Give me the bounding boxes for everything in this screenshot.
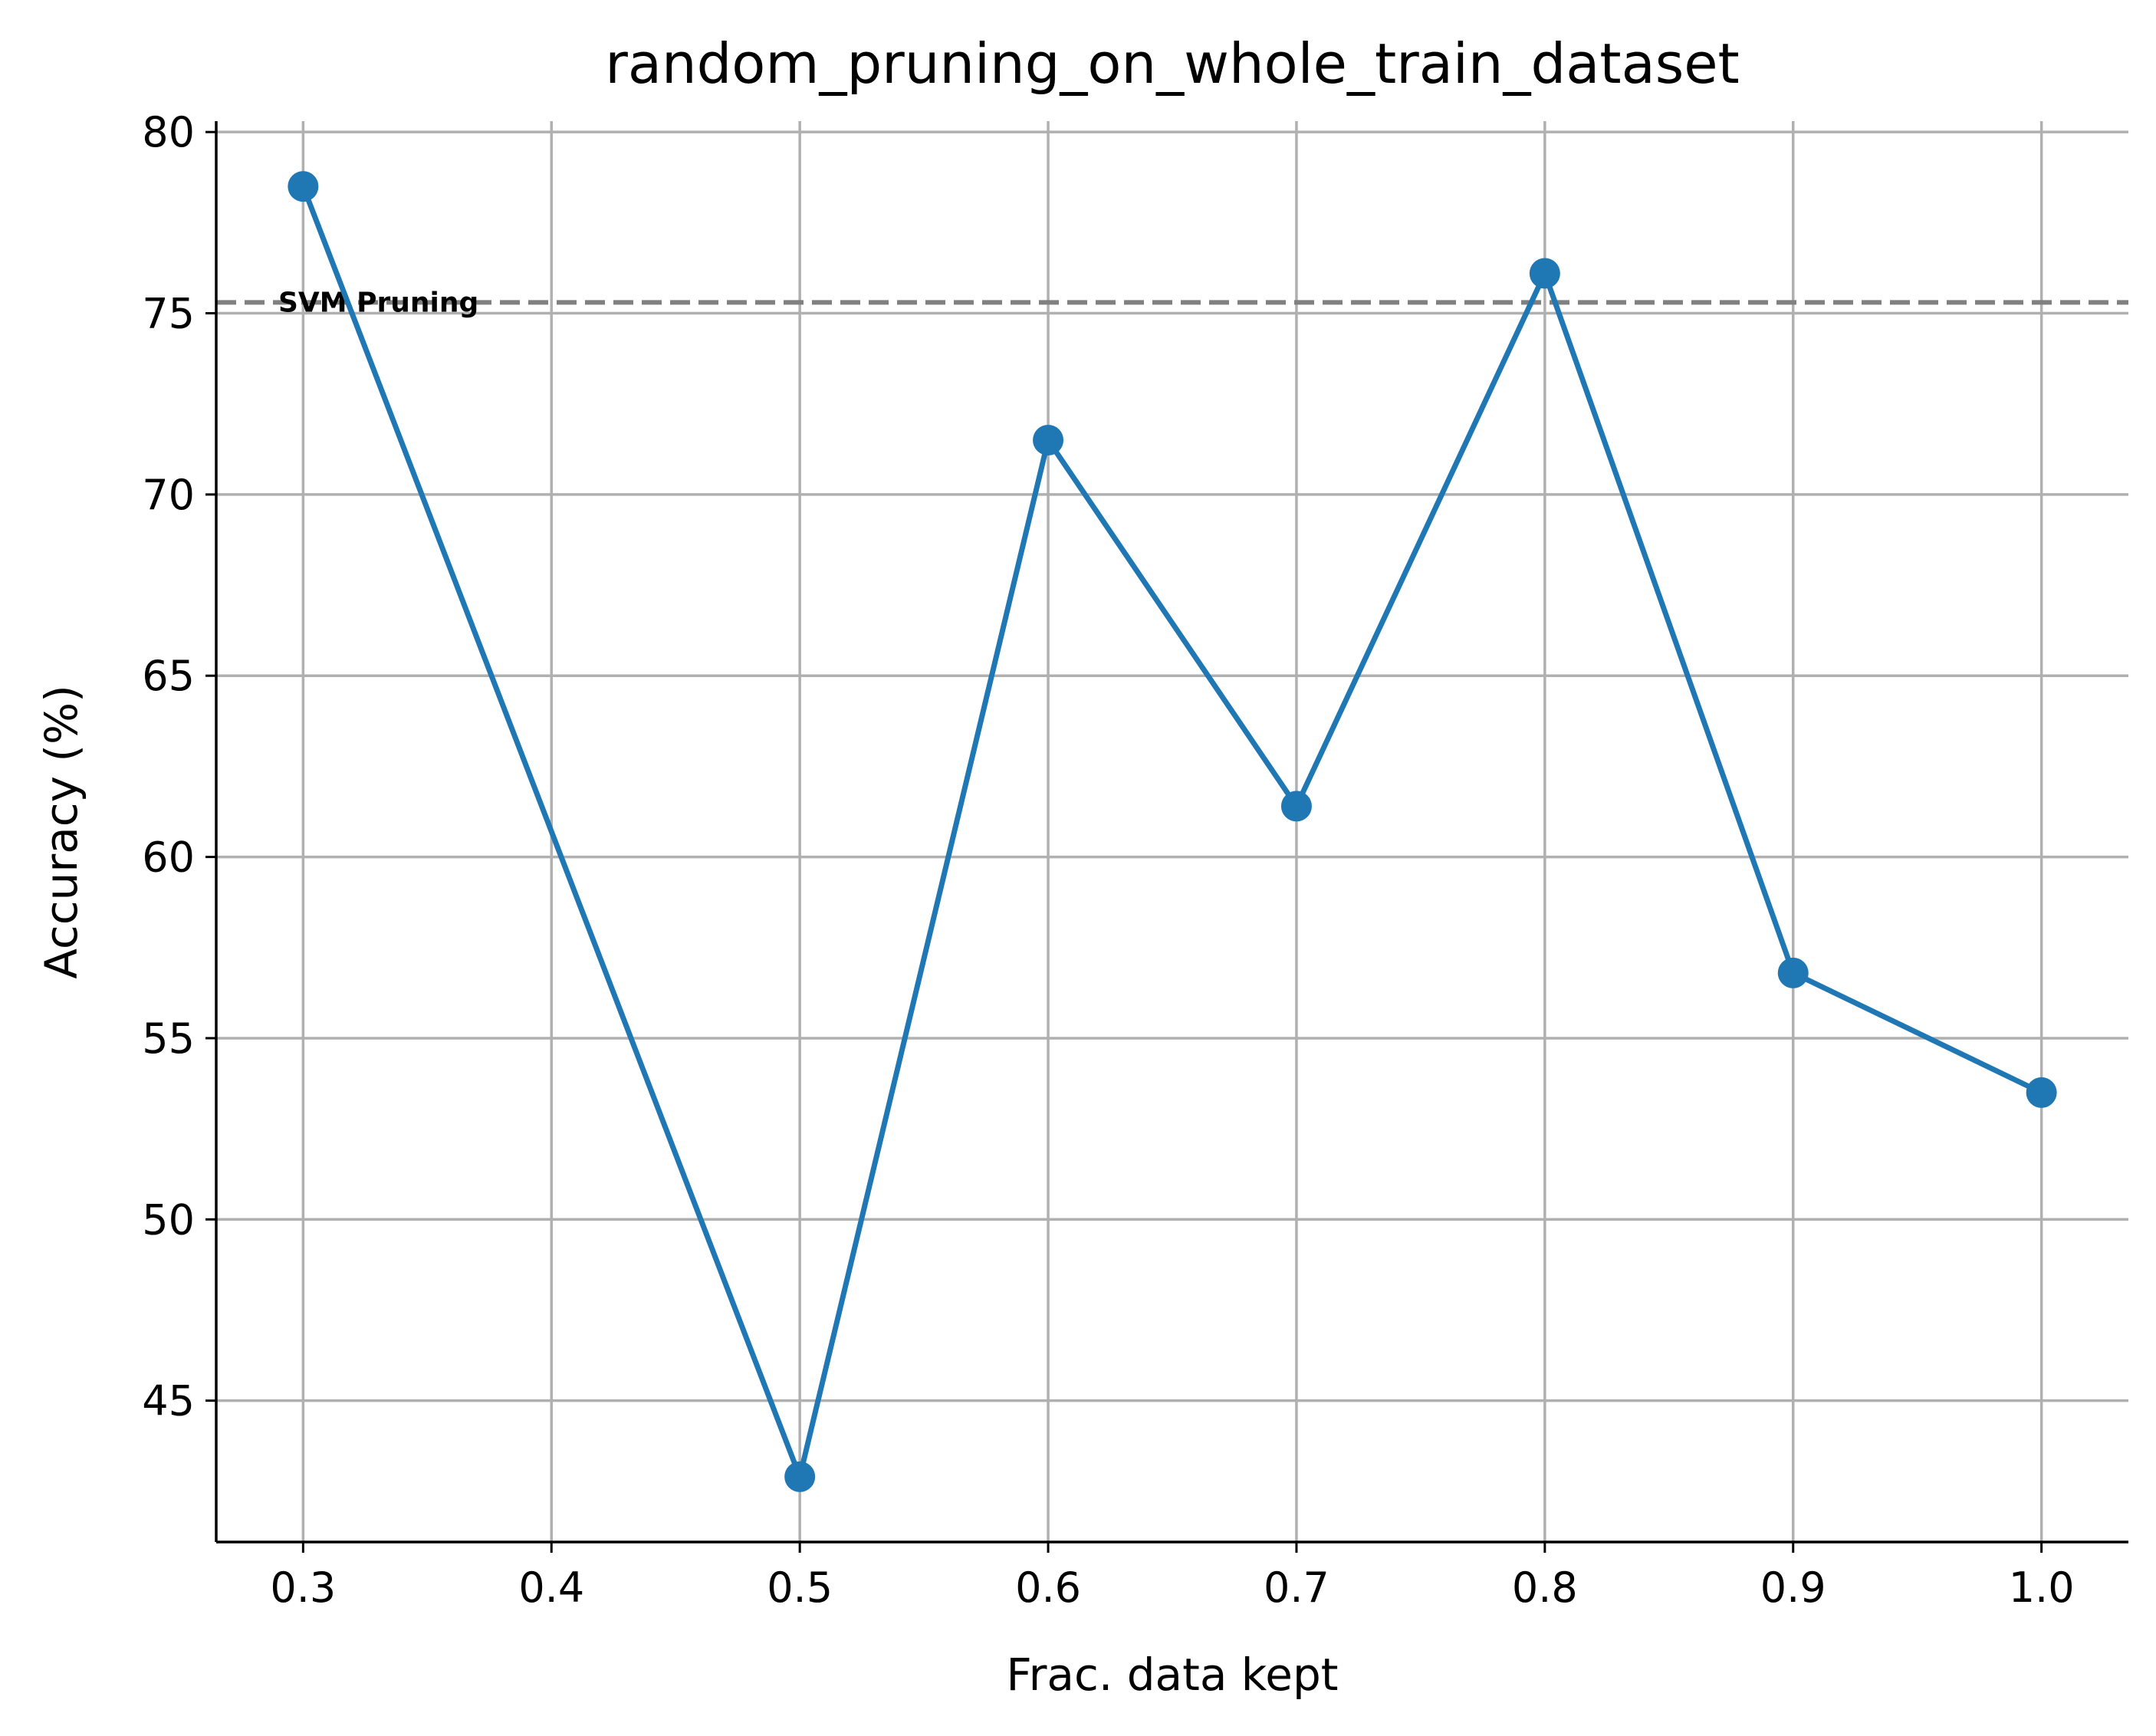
y-tick-label: 70 — [142, 471, 195, 519]
reference-line-group: SVM Pruning — [216, 287, 2128, 318]
data-point — [1777, 957, 1809, 988]
tick-labels: 0.3 0.4 0.5 0.6 0.7 0.8 0.9 1.0 45 50 55 60 65 70 75 80 — [142, 108, 2074, 1612]
y-tick-label: 75 — [142, 290, 195, 338]
reference-line-label: SVM Pruning — [278, 287, 478, 318]
x-axis-label: Frac. data kept — [1006, 1649, 1338, 1701]
y-tick-label: 65 — [142, 652, 195, 700]
y-tick-label: 45 — [142, 1377, 195, 1425]
data-point — [1529, 258, 1560, 289]
data-point — [1280, 791, 1312, 822]
y-tick-label: 80 — [142, 108, 195, 156]
y-tick-label: 50 — [142, 1195, 195, 1244]
data-point — [288, 171, 319, 202]
x-tick-label: 1.0 — [2009, 1563, 2075, 1612]
y-axis-label: Accuracy (%) — [35, 685, 87, 979]
x-tick-label: 0.9 — [1760, 1563, 1826, 1612]
data-point — [2026, 1077, 2057, 1108]
axes — [215, 121, 2128, 1544]
chart-title: random_pruning_on_whole_train_dataset — [605, 31, 1740, 96]
y-tick-label: 55 — [142, 1014, 195, 1063]
x-tick-label: 0.4 — [518, 1563, 584, 1612]
data-point — [784, 1461, 816, 1492]
series-group — [288, 171, 2057, 1492]
x-tick-label: 0.8 — [1512, 1563, 1578, 1612]
x-tick-label: 0.5 — [767, 1563, 833, 1612]
x-tick-label: 0.7 — [1264, 1563, 1329, 1612]
x-tick-label: 0.6 — [1015, 1563, 1081, 1612]
x-tick-label: 0.3 — [270, 1563, 336, 1612]
grid — [216, 121, 2128, 1542]
y-tick-label: 60 — [142, 833, 195, 882]
data-point — [1033, 424, 1064, 455]
